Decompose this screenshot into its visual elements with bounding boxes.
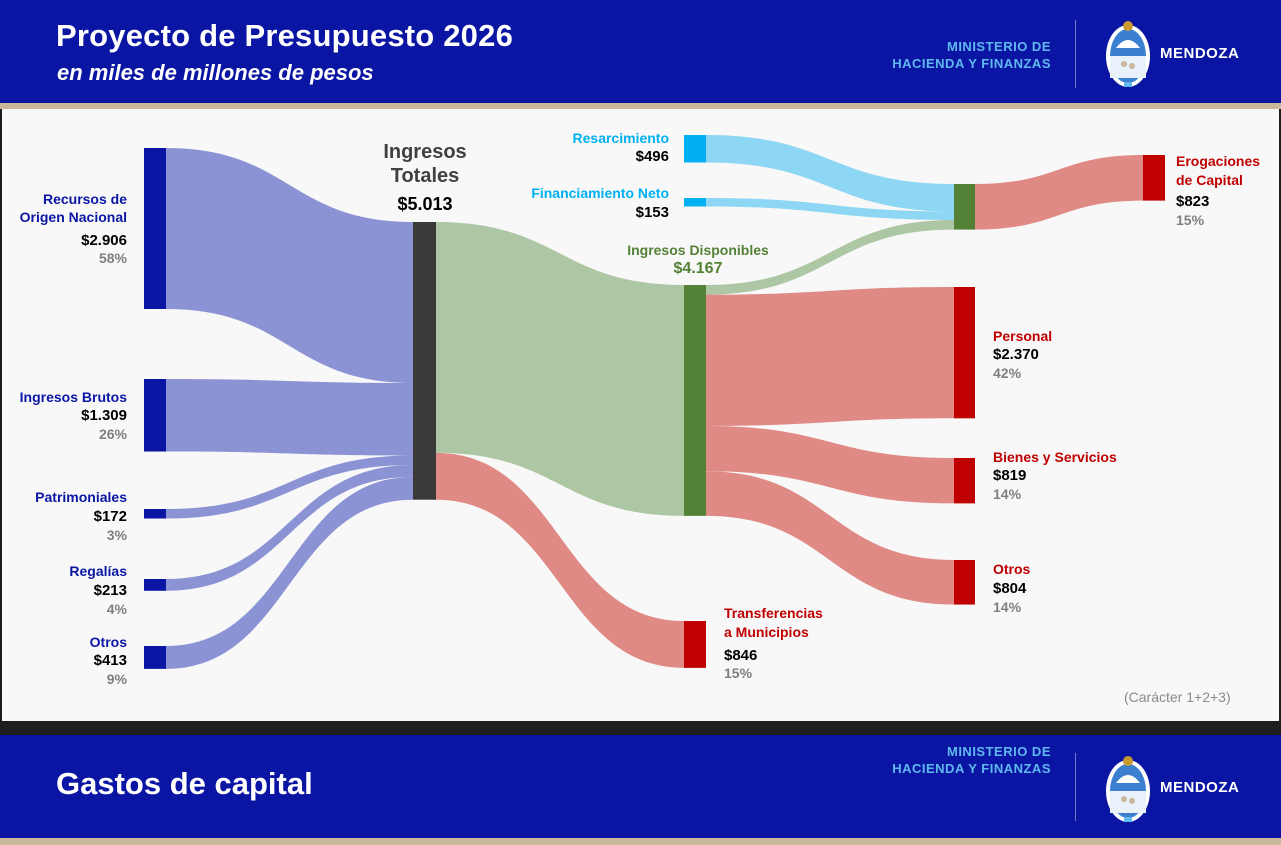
node-value-personal: $2.370 (993, 346, 1039, 363)
node-pct-otros-ingresos: 9% (107, 671, 128, 687)
brand-name: MENDOZA (1160, 45, 1240, 62)
node-bar-financiamiento-neto (684, 198, 706, 207)
mendoza-shield-logo (1106, 21, 1150, 87)
node-label-transferencias-2: a Municipios (724, 624, 809, 640)
node-pct-ingresos-brutos: 26% (99, 426, 128, 442)
node-bar-erogaciones-capital (954, 184, 975, 230)
node-bar-ingresos-brutos (144, 379, 166, 452)
node-value-regalias: $213 (94, 582, 127, 599)
node-pct-erogaciones: 15% (1176, 212, 1205, 228)
chart-footnote: (Carácter 1+2+3) (1124, 689, 1231, 705)
link-erogaciones-capital-final (975, 155, 1143, 230)
header-divider (1075, 20, 1076, 88)
node-label-otros-gastos: Otros (993, 561, 1031, 577)
node-bar-transferencias-municipios (684, 621, 706, 668)
link-bienes-servicios (706, 425, 954, 504)
ministry-line-1: MINISTERIO DE (946, 39, 1051, 54)
link-financiamiento-neto (706, 198, 954, 220)
node-label-resarcimiento: Resarcimiento (573, 130, 669, 146)
node-value-ingresos-totales: $5.013 (397, 194, 452, 214)
link-transferencias-municipios (436, 452, 684, 668)
node-label-erogaciones-2: de Capital (1176, 172, 1243, 188)
node-label-ingresos-brutos: Ingresos Brutos (20, 389, 128, 405)
node-label-regalias: Regalías (69, 563, 127, 579)
node-value-bienes-servicios: $819 (993, 467, 1026, 484)
sankey-diagram: Recursos de Origen Nacional $2.906 58% I… (20, 130, 1261, 687)
footer-accent-bar (0, 838, 1281, 845)
node-label-otros-ingresos: Otros (90, 634, 128, 650)
node-bar-regalias (144, 579, 166, 591)
ministry-line-2: HACIENDA Y FINANZAS (892, 56, 1051, 71)
node-value-ingresos-brutos: $1.309 (81, 407, 127, 424)
node-pct-recursos-origen-nacional: 58% (99, 250, 128, 266)
node-label-personal: Personal (993, 328, 1052, 344)
ministry-name: MINISTERIO DE HACIENDA Y FINANZAS (860, 38, 1051, 72)
node-pct-regalias: 4% (107, 601, 128, 617)
node-value-ingresos-disponibles: $4.167 (674, 260, 723, 277)
node-value-patrimoniales: $172 (94, 508, 127, 525)
node-label-recursos-origen-nacional-2: Origen Nacional (20, 209, 127, 225)
header-divider-2 (1075, 753, 1076, 821)
link-personal (706, 287, 954, 426)
link-disponibles-capital (706, 219, 954, 295)
node-label-patrimoniales: Patrimoniales (35, 489, 127, 505)
section-title: Gastos de capital (56, 766, 313, 801)
section-header: Gastos de capital MINISTERIO DE HACIENDA… (0, 735, 1281, 839)
node-bar-erogaciones-capital-final (1143, 155, 1165, 201)
link-ingresos-disponibles (436, 222, 684, 516)
node-pct-transferencias: 15% (724, 665, 753, 681)
link-patrimoniales (166, 455, 413, 519)
node-label-ingresos-totales-1: Ingresos (383, 141, 466, 163)
node-bar-personal (954, 287, 975, 419)
ministry-line-2: HACIENDA Y FINANZAS (892, 761, 1051, 776)
node-value-otros-gastos: $804 (993, 580, 1027, 597)
node-label-ingresos-totales-2: Totales (391, 165, 460, 187)
node-label-erogaciones-1: Erogaciones (1176, 153, 1260, 169)
page-subtitle: en miles de millones de pesos (57, 60, 374, 85)
node-pct-personal: 42% (993, 365, 1022, 381)
link-ingresos-brutos (166, 379, 413, 456)
node-bar-otros-gastos (954, 560, 975, 605)
link-otros-gastos (706, 471, 954, 605)
link-resarcimiento (706, 135, 954, 212)
node-label-recursos-origen-nacional-1: Recursos de (43, 191, 127, 207)
node-label-transferencias-1: Transferencias (724, 605, 823, 621)
node-bar-recursos-origen-nacional (144, 148, 166, 309)
link-recursos-origen-nacional (166, 148, 413, 383)
node-bar-patrimoniales (144, 509, 166, 519)
node-value-resarcimiento: $496 (636, 148, 669, 165)
node-pct-patrimoniales: 3% (107, 527, 128, 543)
node-value-recursos-origen-nacional: $2.906 (81, 232, 127, 249)
ministry-line-1: MINISTERIO DE (946, 744, 1051, 759)
node-bar-otros-ingresos (144, 646, 166, 669)
link-otros-ingresos (166, 476, 413, 669)
node-bar-ingresos-disponibles (684, 285, 706, 516)
page-header: Proyecto de Presupuesto 2026 en miles de… (0, 0, 1281, 104)
node-value-otros-ingresos: $413 (94, 652, 127, 669)
node-value-erogaciones: $823 (1176, 193, 1209, 210)
link-regalias (166, 465, 413, 591)
node-label-financiamiento-neto: Financiamiento Neto (531, 185, 669, 201)
node-bar-resarcimiento (684, 135, 706, 163)
node-value-transferencias: $846 (724, 647, 757, 664)
ministry-name-2: MINISTERIO DE HACIENDA Y FINANZAS (860, 743, 1051, 777)
node-value-financiamiento-neto: $153 (636, 204, 669, 221)
page-title: Proyecto de Presupuesto 2026 (56, 18, 514, 53)
node-label-ingresos-disponibles: Ingresos Disponibles (627, 242, 769, 258)
node-label-bienes-servicios: Bienes y Servicios (993, 449, 1117, 465)
node-pct-bienes-servicios: 14% (993, 486, 1022, 502)
node-pct-otros-gastos: 14% (993, 599, 1022, 615)
header-accent-bar (0, 103, 1281, 109)
node-bar-ingresos-totales (413, 222, 436, 500)
mendoza-shield-logo-2 (1106, 756, 1150, 822)
node-bar-bienes-servicios (954, 458, 975, 504)
brand-name-2: MENDOZA (1160, 779, 1240, 796)
